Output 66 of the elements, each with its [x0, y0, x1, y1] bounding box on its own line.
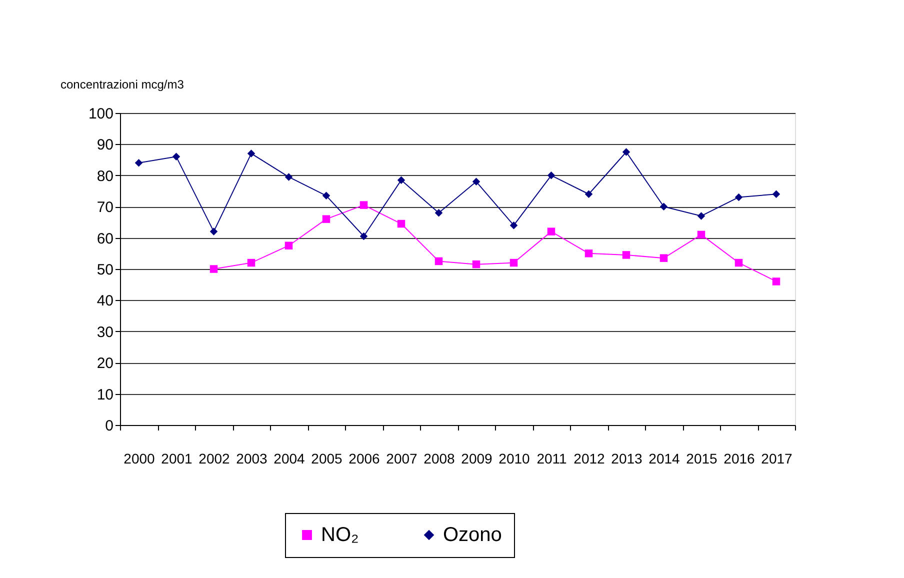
point — [397, 176, 406, 184]
x-tick-label: 2015 — [686, 450, 718, 466]
x-tick-label: 2008 — [424, 450, 456, 466]
y-tick-label: 50 — [96, 262, 114, 278]
point — [697, 212, 706, 220]
point — [210, 228, 218, 236]
x-tick-label: 2009 — [461, 450, 493, 466]
point — [734, 193, 743, 202]
x-tick-label: 2017 — [761, 450, 793, 466]
x-tick-label: 2001 — [161, 450, 193, 466]
point — [210, 265, 218, 273]
x-tick-label: 2016 — [724, 450, 756, 466]
point — [247, 150, 256, 158]
y-tick-label: 30 — [96, 324, 114, 341]
point — [510, 221, 518, 230]
y-tick-label: 70 — [96, 199, 114, 216]
point — [584, 250, 593, 258]
y-tick-label: 90 — [96, 136, 114, 154]
legend-label: Ozono — [443, 524, 502, 546]
point — [622, 148, 630, 156]
point — [547, 228, 556, 236]
point — [547, 172, 556, 180]
x-tick-label: 2010 — [498, 450, 530, 466]
x-tick-label: 2014 — [648, 450, 680, 466]
point — [660, 254, 668, 262]
point — [660, 202, 668, 210]
y-tick-label: 10 — [96, 386, 114, 404]
x-tick-label: 2002 — [198, 450, 230, 466]
x-tick-label: 2005 — [311, 450, 343, 466]
x-tick-label: 2007 — [386, 450, 418, 466]
point — [360, 201, 368, 209]
x-tick-label: 2006 — [348, 450, 380, 466]
y-tick-label: 20 — [96, 355, 114, 372]
point — [360, 232, 368, 240]
point — [434, 208, 443, 217]
point — [397, 220, 406, 228]
x-tick-label: 2003 — [236, 450, 268, 466]
y-tick-label: 100 — [88, 106, 114, 122]
y-tick-label: 0 — [105, 418, 114, 434]
point — [322, 215, 330, 223]
y-tick-label: 60 — [96, 230, 114, 248]
point — [697, 230, 706, 239]
point — [772, 190, 780, 198]
point — [772, 278, 780, 286]
point — [434, 257, 443, 266]
x-tick-label: 2004 — [274, 450, 306, 466]
x-tick-label: 2000 — [124, 450, 156, 466]
point — [134, 159, 143, 167]
point — [284, 173, 293, 181]
point — [172, 152, 180, 161]
legend-label: NO₂ — [321, 524, 359, 546]
point — [472, 260, 480, 268]
point — [322, 192, 330, 200]
x-tick-label: 2011 — [536, 450, 568, 466]
y-tick-label: 40 — [96, 292, 114, 310]
point — [472, 178, 480, 186]
x-tick-label: 2012 — [574, 450, 606, 466]
point — [622, 251, 630, 259]
x-tick-label: 2013 — [611, 450, 643, 466]
point — [510, 258, 518, 267]
y-tick-label: 80 — [96, 168, 114, 185]
point — [584, 190, 593, 198]
y-axis-title: concentrazioni mcg/m3 — [60, 78, 184, 92]
point — [284, 242, 293, 250]
point — [734, 258, 743, 267]
point — [247, 258, 256, 267]
